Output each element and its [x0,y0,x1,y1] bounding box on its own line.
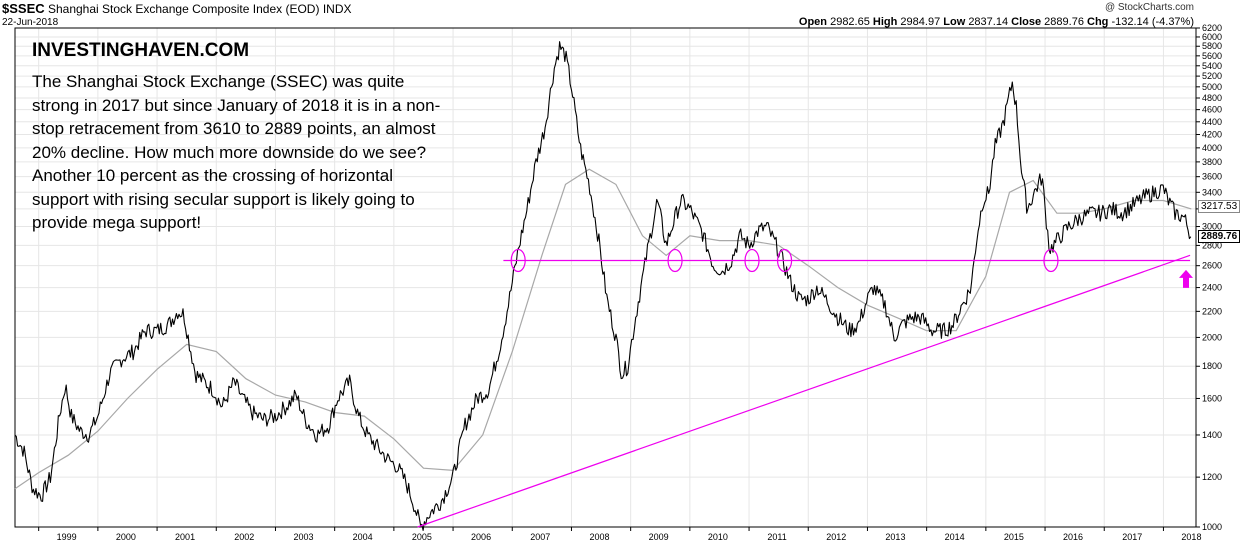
high-value: 2984.97 [900,16,941,28]
x-tick-label: 2009 [649,532,669,542]
exchange: INDX [322,2,352,16]
y-tick-label: 2400 [1202,283,1222,293]
x-tick-label: 2003 [293,532,313,542]
open-value: 2982.65 [830,16,870,28]
low-label: Low [943,16,966,28]
symbol-line: $SSEC Shanghai Stock Exchange Composite … [2,1,351,16]
y-tick-label: 1000 [1202,522,1222,532]
x-tick-label: 2016 [1063,532,1083,542]
chg-value: -132.14 (-4.37%) [1111,16,1194,28]
y-tick-label: 3400 [1202,187,1222,197]
y-tick-label: 3800 [1202,157,1222,167]
x-tick-label: 2010 [708,532,728,542]
y-tick-label: 4400 [1202,117,1222,127]
chart-date: 22-Jun-2018 [2,17,59,28]
x-tick-label: 2002 [234,532,254,542]
support-touch-circle [667,248,683,273]
high-label: High [872,16,898,28]
y-tick-label: 6200 [1202,23,1222,33]
y-tick-label: 2600 [1202,261,1222,271]
chg-label: Chg [1087,16,1109,28]
y-tick-label: 5400 [1202,61,1222,71]
x-tick-label: 2004 [353,532,373,542]
price-tag: 3217.53 [1198,200,1240,214]
close-label: Close [1011,16,1042,28]
moving-average-line [14,168,1192,490]
y-tick-label: 5600 [1202,51,1222,61]
y-tick-label: 5800 [1202,41,1222,51]
support-touch-circle [744,248,760,273]
y-tick-label: 2000 [1202,332,1222,342]
rising-support-line [417,254,1191,528]
y-tick-label: 3600 [1202,172,1222,182]
price-layer [14,41,1192,531]
support-touch-circle [510,248,526,273]
x-tick-label: 2013 [885,532,905,542]
support-touch-circle [1043,248,1059,273]
price-line [14,41,1192,531]
x-tick-label: 2015 [1004,532,1024,542]
commentary: The Shanghai Stock Exchange (SSEC) was q… [32,72,441,232]
y-tick-label: 1800 [1202,361,1222,371]
index-name: Shanghai Stock Exchange Composite Index … [47,2,320,16]
x-tick-label: 2005 [412,532,432,542]
x-axis: 1999 2000 2001 2002 2003 2004 2005 2006 2007 2008… [38,527,1201,542]
symbol: $SSEC [2,1,45,16]
y-tick-label: 4200 [1202,130,1222,140]
y-tick-label: 1400 [1202,430,1222,440]
y-tick-label: 6000 [1202,32,1222,42]
support-touch-circle [776,248,793,273]
open-label: Open [798,16,828,28]
annotation: INVESTINGHAVEN.COM The Shanghai Stock Ex… [32,40,452,235]
y-tick-label: 3000 [1202,222,1222,232]
price-tag: 2889.76 [1198,229,1240,243]
support-layer [417,248,1191,528]
x-tick-label: 2001 [175,532,195,542]
plot-frame [14,27,1197,528]
y-tick-label: 4600 [1202,105,1222,115]
copyright: @ StockCharts.com [1104,2,1194,13]
y-tick-label: 4800 [1202,93,1222,103]
close-value: 2889.76 [1044,16,1084,28]
y-tick-label: 1600 [1202,393,1222,403]
x-tick-label: 2007 [530,532,550,542]
y-axis: 1000 1200 1400 1600 1800 2000 2200 2400 2600 2800… [1196,23,1222,532]
y-tick-label: 2800 [1202,240,1222,250]
y-tick-label: 2200 [1202,306,1222,316]
x-tick-label: 1999 [57,532,77,542]
y-tick-label: 4000 [1202,143,1222,153]
low-value: 2837.14 [968,16,1009,28]
x-tick-label: 2000 [116,532,136,542]
y-tick-label: 5200 [1202,71,1222,81]
x-tick-label: 2014 [945,532,965,542]
y-tick-label: 5000 [1202,82,1222,92]
x-tick-label: 2011 [767,532,786,542]
brand: INVESTINGHAVEN.COM [32,40,250,61]
x-tick-label: 2018 [1181,532,1201,542]
y-tick-label: 1200 [1202,472,1222,482]
x-tick-label: 2008 [589,532,609,542]
x-tick-label: 2017 [1122,532,1142,542]
moving-average-layer [14,168,1192,490]
ohlc-readout: Open 2982.65 High 2984.97 Low 2837.14 Cl… [799,16,1194,28]
up-arrow-icon [1179,269,1193,288]
x-tick-label: 2006 [471,532,491,542]
arrow-layer [1179,269,1193,288]
x-tick-label: 2012 [826,532,846,542]
